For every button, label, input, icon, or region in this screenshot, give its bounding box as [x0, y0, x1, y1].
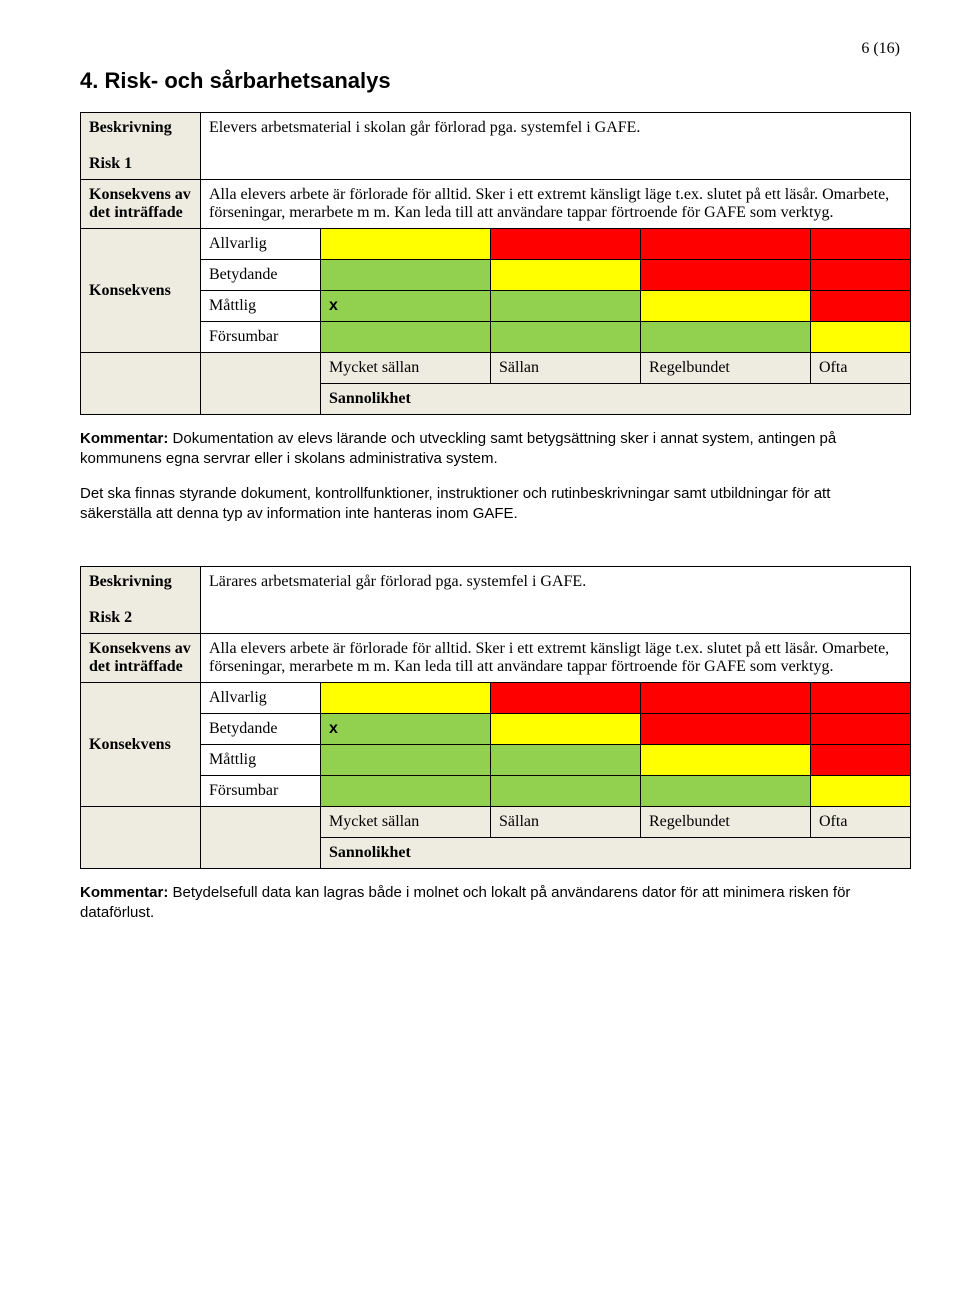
beskrivning-label: Beskrivning Risk 1: [81, 113, 201, 180]
matrix-cell: [491, 683, 641, 714]
severity-level: Försumbar: [201, 322, 321, 353]
empty-cell: [201, 353, 321, 415]
frequency-level: Sällan: [491, 807, 641, 838]
konsekvens-av-label: Konsekvens av det inträffade: [81, 180, 201, 229]
frequency-level: Sällan: [491, 353, 641, 384]
table-row: Mycket sällan Sällan Regelbundet Ofta: [81, 353, 911, 384]
matrix-cell: [491, 322, 641, 353]
matrix-cell: [811, 683, 911, 714]
matrix-cell: [321, 776, 491, 807]
severity-level: Betydande: [201, 714, 321, 745]
table-row: Konsekvens Allvarlig: [81, 683, 911, 714]
matrix-cell: [491, 291, 641, 322]
empty-cell: [81, 353, 201, 415]
x-mark: x: [329, 720, 338, 737]
matrix-cell: [811, 745, 911, 776]
matrix-cell: [811, 229, 911, 260]
table-row: Måttlig x: [81, 291, 911, 322]
matrix-cell: x: [321, 714, 491, 745]
table-row: Betydande: [81, 260, 911, 291]
risk2-table: Beskrivning Risk 2 Lärares arbetsmateria…: [80, 566, 911, 869]
frequency-level: Regelbundet: [641, 807, 811, 838]
empty-cell: [201, 807, 321, 869]
matrix-cell: [491, 745, 641, 776]
matrix-cell: [641, 745, 811, 776]
matrix-cell: [811, 322, 911, 353]
matrix-cell: [491, 714, 641, 745]
frequency-level: Regelbundet: [641, 353, 811, 384]
risk-name: Risk 2: [89, 609, 132, 626]
matrix-cell: x: [321, 291, 491, 322]
risk2-comment-1: Kommentar: Betydelsefull data kan lagras…: [80, 883, 900, 924]
frequency-level: Mycket sällan: [321, 353, 491, 384]
matrix-cell: [491, 776, 641, 807]
frequency-level: Ofta: [811, 807, 911, 838]
section-title: 4. Risk- och sårbarhetsanalys: [80, 68, 900, 94]
table-row: Mycket sällan Sällan Regelbundet Ofta: [81, 807, 911, 838]
risk1-comment-1: Kommentar: Dokumentation av elevs lärand…: [80, 429, 900, 470]
comment-label: Kommentar:: [80, 884, 168, 901]
x-mark: x: [329, 297, 338, 314]
severity-level: Allvarlig: [201, 229, 321, 260]
label-text: Beskrivning: [89, 573, 172, 590]
table-row: Konsekvens Allvarlig: [81, 229, 911, 260]
comment-label: Kommentar:: [80, 430, 168, 447]
severity-level: Måttlig: [201, 291, 321, 322]
matrix-cell: [641, 291, 811, 322]
risk-name: Risk 1: [89, 155, 132, 172]
risk1-consequence: Alla elevers arbete är förlorade för all…: [201, 180, 911, 229]
matrix-cell: [641, 714, 811, 745]
beskrivning-label: Beskrivning Risk 2: [81, 567, 201, 634]
probability-label: Sannolikhet: [321, 838, 911, 869]
risk2-consequence: Alla elevers arbete är förlorade för all…: [201, 634, 911, 683]
frequency-level: Ofta: [811, 353, 911, 384]
matrix-cell: [641, 260, 811, 291]
severity-level: Betydande: [201, 260, 321, 291]
table-row: Försumbar: [81, 322, 911, 353]
risk1-table: Beskrivning Risk 1 Elevers arbetsmateria…: [80, 112, 911, 415]
matrix-cell: [641, 683, 811, 714]
label-text: Beskrivning: [89, 119, 172, 136]
table-row: Försumbar: [81, 776, 911, 807]
matrix-cell: [811, 260, 911, 291]
konsekvens-av-label: Konsekvens av det inträffade: [81, 634, 201, 683]
severity-level: Måttlig: [201, 745, 321, 776]
severity-level: Allvarlig: [201, 683, 321, 714]
table-row: Konsekvens av det inträffade Alla elever…: [81, 180, 911, 229]
comment-text: Betydelsefull data kan lagras både i mol…: [80, 884, 850, 921]
risk1-comment-2: Det ska finnas styrande dokument, kontro…: [80, 484, 900, 525]
matrix-cell: [321, 322, 491, 353]
frequency-level: Mycket sällan: [321, 807, 491, 838]
risk1-description: Elevers arbetsmaterial i skolan går förl…: [201, 113, 911, 180]
matrix-cell: [321, 260, 491, 291]
probability-label: Sannolikhet: [321, 384, 911, 415]
matrix-cell: [641, 229, 811, 260]
matrix-cell: [491, 260, 641, 291]
table-row: Konsekvens av det inträffade Alla elever…: [81, 634, 911, 683]
table-row: Måttlig: [81, 745, 911, 776]
table-row: Beskrivning Risk 2 Lärares arbetsmateria…: [81, 567, 911, 634]
konsekvens-label: Konsekvens: [81, 229, 201, 353]
matrix-cell: [491, 229, 641, 260]
matrix-cell: [321, 683, 491, 714]
page-number: 6 (16): [80, 40, 900, 58]
table-row: Betydande x: [81, 714, 911, 745]
matrix-cell: [811, 291, 911, 322]
risk2-description: Lärares arbetsmaterial går förlorad pga.…: [201, 567, 911, 634]
matrix-cell: [641, 322, 811, 353]
severity-level: Försumbar: [201, 776, 321, 807]
matrix-cell: [811, 714, 911, 745]
table-row: Beskrivning Risk 1 Elevers arbetsmateria…: [81, 113, 911, 180]
matrix-cell: [811, 776, 911, 807]
matrix-cell: [321, 229, 491, 260]
matrix-cell: [641, 776, 811, 807]
comment-text: Dokumentation av elevs lärande och utvec…: [80, 430, 836, 467]
matrix-cell: [321, 745, 491, 776]
empty-cell: [81, 807, 201, 869]
konsekvens-label: Konsekvens: [81, 683, 201, 807]
